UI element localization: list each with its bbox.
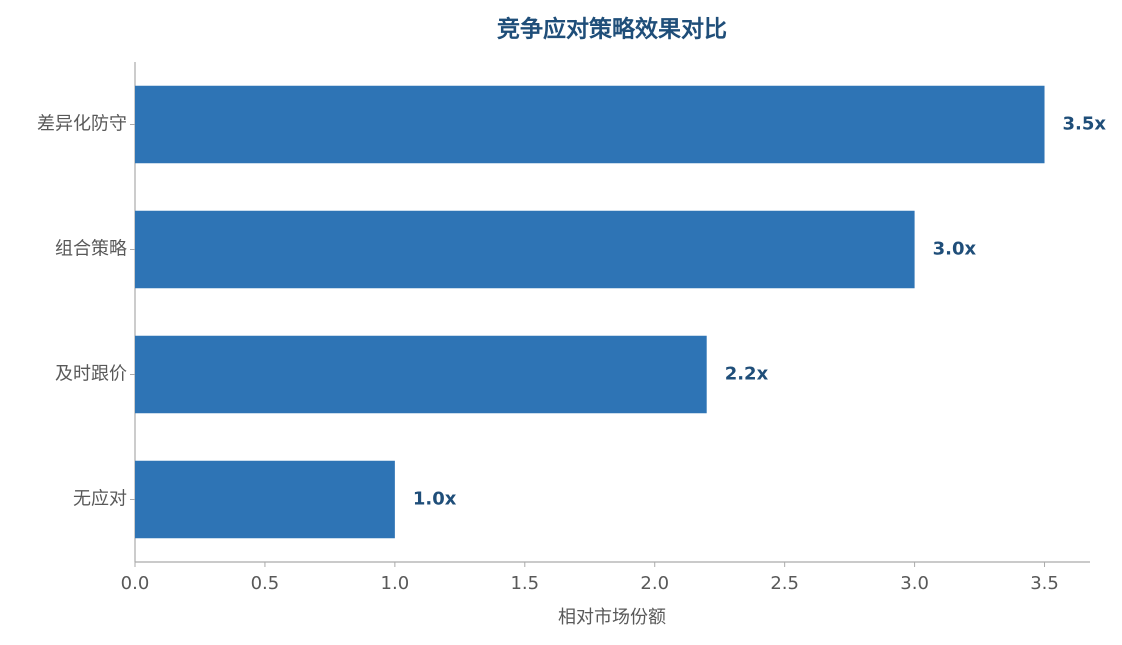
y-tick-label: 组合策略 [55,239,127,260]
bar [135,335,707,414]
value-label: 2.2x [725,364,769,385]
x-tick-label: 0.0 [121,573,150,594]
y-tick-label: 无应对 [73,489,127,510]
y-tick-label: 差异化防守 [37,114,127,135]
chart-title: 竞争应对策略效果对比 [497,16,727,43]
x-tick-label: 1.0 [381,573,410,594]
x-tick-label: 2.0 [640,573,669,594]
x-tick-label: 3.5 [1030,573,1059,594]
x-tick-label: 0.5 [251,573,280,594]
x-axis-label: 相对市场份额 [558,607,666,628]
bar [135,210,915,289]
bar [135,85,1045,164]
value-label: 3.5x [1063,114,1107,135]
y-tick-label: 及时跟价 [55,364,127,385]
x-tick-label: 1.5 [510,573,539,594]
value-label: 3.0x [933,239,977,260]
x-tick-label: 3.0 [900,573,929,594]
value-label: 1.0x [413,489,457,510]
bar [135,460,395,539]
x-tick-label: 2.5 [770,573,799,594]
